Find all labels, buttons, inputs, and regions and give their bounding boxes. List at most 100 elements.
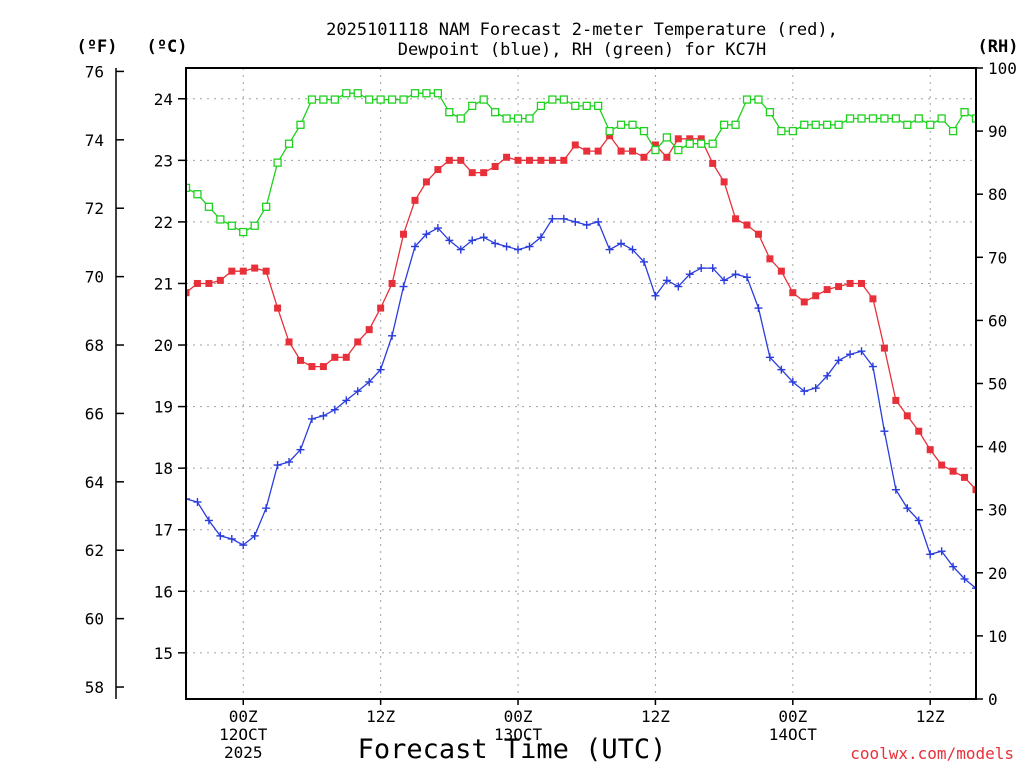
rh-point bbox=[296, 120, 305, 129]
dewpoint-point bbox=[788, 377, 797, 386]
dewpoint-point bbox=[811, 384, 820, 393]
rh-point bbox=[662, 133, 672, 142]
dewpoint-point bbox=[651, 291, 660, 300]
temperature-point bbox=[869, 295, 877, 303]
dewpoint-point bbox=[628, 245, 637, 254]
rh-point bbox=[387, 95, 397, 104]
temperature-point bbox=[766, 255, 774, 263]
dewpoint-point bbox=[468, 236, 477, 245]
temperature-point bbox=[560, 156, 568, 164]
dewpoint-point bbox=[273, 461, 282, 470]
temperature-point bbox=[503, 153, 511, 161]
dewpoint-point bbox=[227, 534, 236, 543]
rh-point bbox=[239, 227, 248, 237]
x-tick-label: 2025 bbox=[224, 743, 263, 762]
temperature-point bbox=[239, 267, 247, 275]
rh-point bbox=[995, 115, 1002, 122]
rh-point bbox=[914, 114, 923, 123]
rh-point bbox=[186, 183, 191, 193]
dewpoint-point bbox=[296, 445, 305, 454]
dewpoint-point bbox=[720, 276, 729, 285]
rh-point bbox=[422, 89, 431, 98]
fahrenheit-tick-label: 64 bbox=[85, 473, 104, 492]
rh-point bbox=[777, 126, 786, 136]
gridlines bbox=[186, 68, 976, 699]
rh-point bbox=[490, 108, 500, 117]
rh-point bbox=[513, 114, 523, 123]
temperature-point bbox=[640, 153, 648, 161]
rh-point bbox=[639, 126, 649, 136]
celsius-tick-label: 23 bbox=[154, 151, 173, 170]
rh-point bbox=[376, 95, 385, 104]
celsius-tick-label: 24 bbox=[154, 90, 173, 109]
dewpoint-point bbox=[846, 350, 855, 359]
dewpoint-point bbox=[857, 347, 866, 356]
rh-point bbox=[330, 95, 339, 104]
rh-point bbox=[582, 101, 591, 111]
temperature-point bbox=[457, 156, 465, 164]
series-line-dewpoint bbox=[186, 218, 976, 590]
rh-point bbox=[823, 120, 832, 129]
dewpoint-point bbox=[559, 214, 568, 223]
rh-point bbox=[937, 114, 946, 123]
temperature-point bbox=[228, 267, 236, 275]
dewpoint-point bbox=[433, 224, 442, 233]
dewpoint-point bbox=[376, 365, 385, 374]
fahrenheit-tick-label: 70 bbox=[85, 268, 104, 287]
rh-point bbox=[399, 95, 408, 104]
rh-point bbox=[628, 120, 637, 129]
rh-tick-label: 0 bbox=[988, 690, 998, 709]
rh-tick-label: 90 bbox=[988, 122, 1007, 141]
temperature-point bbox=[434, 166, 442, 174]
rh-point bbox=[525, 114, 534, 123]
rh-point bbox=[261, 202, 271, 211]
rh-point bbox=[571, 101, 580, 111]
temperature-point bbox=[606, 132, 614, 140]
rh-point bbox=[971, 114, 976, 123]
series-line-rh bbox=[186, 92, 976, 233]
dewpoint-point bbox=[995, 590, 1003, 598]
dewpoint-point bbox=[204, 516, 213, 525]
fahrenheit-axis-title: (ºF) bbox=[77, 37, 118, 57]
chart-title: 2025101118 NAM Forecast 2-meter Temperat… bbox=[326, 20, 838, 40]
temperature-point bbox=[354, 338, 362, 346]
fahrenheit-tick-label: 62 bbox=[85, 541, 104, 560]
axes: 58 60 62 64 66 68 70 72 74 76 15 16 17 18 19 20 21 22 23 24… bbox=[85, 59, 1017, 762]
dewpoint-point bbox=[536, 233, 545, 242]
temperature-point bbox=[583, 147, 591, 155]
series-rh bbox=[186, 89, 1024, 237]
x-tick-label: 00Z bbox=[778, 707, 807, 726]
rh-point bbox=[651, 145, 660, 155]
dewpoint-point bbox=[914, 516, 923, 525]
series-layer bbox=[186, 89, 1024, 598]
temperature-point bbox=[525, 156, 533, 164]
dewpoint-point bbox=[731, 270, 740, 279]
temperature-point bbox=[491, 162, 499, 170]
rh-tick-label: 20 bbox=[988, 564, 1007, 583]
temperature-point bbox=[1018, 514, 1024, 521]
fahrenheit-tick-label: 60 bbox=[85, 610, 104, 629]
celsius-tick-label: 22 bbox=[154, 213, 173, 232]
rh-tick-label: 10 bbox=[988, 627, 1007, 646]
temperature-point bbox=[846, 279, 854, 287]
temperature-point bbox=[548, 156, 556, 164]
temperature-point bbox=[686, 135, 694, 143]
rh-point bbox=[1007, 115, 1014, 122]
temperature-point bbox=[892, 396, 900, 404]
rh-tick-label: 30 bbox=[988, 501, 1007, 520]
dewpoint-point bbox=[834, 356, 843, 365]
x-tick-label: 12OCT bbox=[219, 725, 268, 744]
dewpoint-point bbox=[422, 230, 431, 239]
dewpoint-point bbox=[445, 236, 454, 245]
dewpoint-point bbox=[216, 531, 225, 540]
dewpoint-point bbox=[388, 331, 397, 340]
temperature-point bbox=[926, 446, 934, 454]
temperature-point bbox=[400, 230, 408, 238]
dewpoint-point bbox=[250, 531, 259, 540]
rh-point bbox=[903, 120, 912, 129]
rh-point bbox=[284, 139, 294, 148]
rh-point bbox=[1018, 115, 1024, 122]
dewpoint-point bbox=[582, 220, 591, 229]
rh-tick-label: 70 bbox=[988, 248, 1007, 267]
